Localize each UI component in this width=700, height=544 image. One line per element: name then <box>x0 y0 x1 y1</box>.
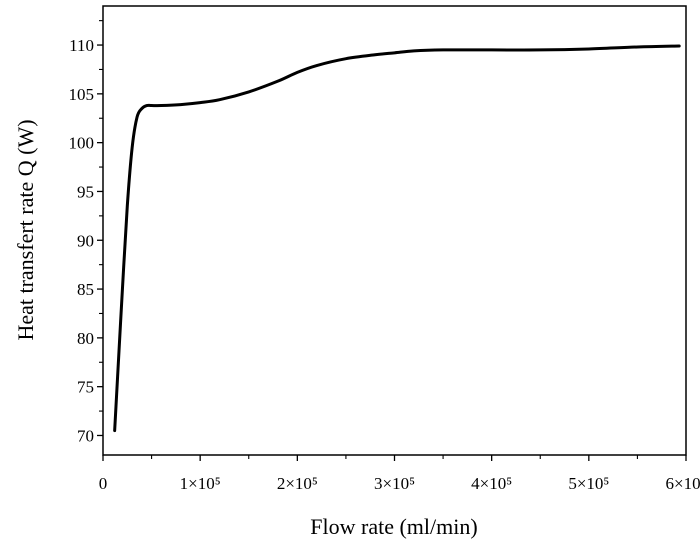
x-tick-label: 5×10⁵ <box>568 474 609 493</box>
y-tick-label: 110 <box>69 36 94 55</box>
x-tick-label: 4×10⁵ <box>471 474 512 493</box>
x-tick-label: 1×10⁵ <box>180 474 221 493</box>
y-tick-label: 90 <box>77 231 94 250</box>
x-tick-label: 2×10⁵ <box>277 474 318 493</box>
series-line <box>113 44 681 433</box>
y-axis-title: Heat transfert rate Q (W) <box>13 119 38 340</box>
x-axis-title: Flow rate (ml/min) <box>310 514 477 539</box>
plot-frame <box>102 5 687 456</box>
y-tick-label: 100 <box>69 134 95 153</box>
y-tick-label: 95 <box>77 182 94 201</box>
x-tick-label: 0 <box>99 474 108 493</box>
y-tick-label: 75 <box>77 378 94 397</box>
plot-area <box>113 44 681 433</box>
y-tick-label: 105 <box>69 85 95 104</box>
axes: 0 1×10⁵ 2×10⁵ 3×10⁵ 4×10⁵ 5×10⁵ 6×10⁵ 70 75 80 85 9… <box>69 20 700 493</box>
y-tick-label: 85 <box>77 280 94 299</box>
y-tick-label: 80 <box>77 329 94 348</box>
x-tick-label: 3×10⁵ <box>374 474 415 493</box>
y-tick-label: 70 <box>77 426 94 445</box>
x-tick-label: 6×10⁵ <box>665 474 700 493</box>
